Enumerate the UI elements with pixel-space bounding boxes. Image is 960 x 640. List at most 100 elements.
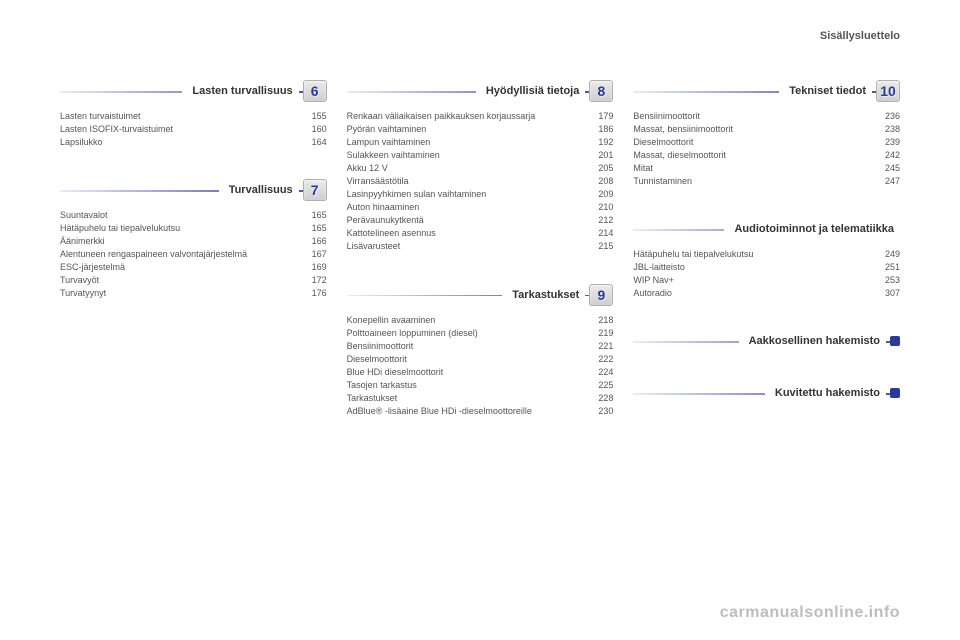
toc-item-page: 209 [587, 188, 613, 201]
toc-item-label: Turvavyöt [60, 274, 301, 287]
toc-list: Bensiinimoottorit236Massat, bensiinimoot… [633, 110, 900, 188]
toc-item: Hätäpuhelu tai tiepalvelukutsu165 [60, 222, 327, 235]
toc-item-label: Akku 12 V [347, 162, 588, 175]
toc-item-page: 201 [587, 149, 613, 162]
toc-item: Akku 12 V205 [347, 162, 614, 175]
section-number-badge: 8 [589, 80, 613, 102]
toc-section: Audiotoiminnot ja telematiikka Hätäpuhelu… [633, 218, 900, 300]
section-title: Kuvitettu hakemisto [765, 387, 886, 399]
toc-item: Hätäpuhelu tai tiepalvelukutsu249 [633, 248, 900, 261]
section-number-badge: 6 [303, 80, 327, 102]
toc-item-label: Hätäpuhelu tai tiepalvelukutsu [633, 248, 874, 261]
toc-item: Sulakkeen vaihtaminen201 [347, 149, 614, 162]
toc-section: Tekniset tiedot10 Bensiinimoottorit236Mas… [633, 80, 900, 188]
toc-section: Turvallisuus 7 Suuntavalot165Hätäpuhelu ta… [60, 179, 327, 300]
column-1: Lasten turvallisuus6 Lasten turvaistuimet… [60, 80, 327, 448]
toc-item-page: 242 [874, 149, 900, 162]
toc-item-page: 222 [587, 353, 613, 366]
toc-item: Äänimerkki166 [60, 235, 327, 248]
toc-item-label: Massat, bensiinimoottorit [633, 123, 874, 136]
section-number-badge: 10 [876, 80, 900, 102]
watermark: carmanualsonline.info [720, 604, 900, 622]
section-marker-icon [890, 388, 900, 398]
toc-item-label: Blue HDi dieselmoottorit [347, 366, 588, 379]
toc-item: Turvavyöt172 [60, 274, 327, 287]
section-header: Hyödyllisiä tietoja8 [347, 80, 614, 102]
toc-item-label: Kattotelineen asennus [347, 227, 588, 240]
toc-item-label: Tasojen tarkastus [347, 379, 588, 392]
section-title: Turvallisuus [219, 184, 299, 196]
toc-item-label: Dieselmoottorit [633, 136, 874, 149]
toc-item-page: 307 [874, 287, 900, 300]
toc-item-page: 219 [587, 327, 613, 340]
toc-item: Lisävarusteet215 [347, 240, 614, 253]
toc-item-page: 166 [301, 235, 327, 248]
toc-list: Hätäpuhelu tai tiepalvelukutsu249JBL-lai… [633, 248, 900, 300]
section-header: Tekniset tiedot10 [633, 80, 900, 102]
toc-item: Bensiinimoottorit236 [633, 110, 900, 123]
section-header-plain: Aakkosellinen hakemisto [633, 330, 900, 352]
toc-item-page: 165 [301, 222, 327, 235]
toc-list: Lasten turvaistuimet155Lasten ISOFIX-tur… [60, 110, 327, 149]
toc-item-page: 176 [301, 287, 327, 300]
section-number-badge: 7 [303, 179, 327, 201]
toc-item: Kattotelineen asennus214 [347, 227, 614, 240]
section-title: Hyödyllisiä tietoja [476, 85, 586, 97]
toc-item: Lasten ISOFIX-turvaistuimet160 [60, 123, 327, 136]
toc-item-page: 169 [301, 261, 327, 274]
toc-item: Lasinpyyhkimen sulan vaihtaminen209 [347, 188, 614, 201]
section-header: Turvallisuus 7 [60, 179, 327, 201]
column-2: Hyödyllisiä tietoja8 Renkaan väliaikaisen… [347, 80, 614, 448]
toc-item: Tarkastukset228 [347, 392, 614, 405]
toc-section: Aakkosellinen hakemisto [633, 330, 900, 352]
toc-item-page: 225 [587, 379, 613, 392]
content-columns: Lasten turvallisuus6 Lasten turvaistuimet… [60, 80, 900, 448]
toc-item-page: 218 [587, 314, 613, 327]
toc-item-page: 249 [874, 248, 900, 261]
toc-item: Tasojen tarkastus225 [347, 379, 614, 392]
toc-item-page: 236 [874, 110, 900, 123]
toc-item: Virransäästötila208 [347, 175, 614, 188]
toc-item: Auton hinaaminen210 [347, 201, 614, 214]
section-number-badge: 9 [589, 284, 613, 306]
toc-item: Alentuneen rengaspaineen valvontajärjest… [60, 248, 327, 261]
toc-item: ESC-järjestelmä169 [60, 261, 327, 274]
toc-item-page: 167 [301, 248, 327, 261]
toc-item-label: Sulakkeen vaihtaminen [347, 149, 588, 162]
toc-item-page: 208 [587, 175, 613, 188]
toc-item-page: 238 [874, 123, 900, 136]
toc-item-page: 228 [587, 392, 613, 405]
toc-item-label: Pyörän vaihtaminen [347, 123, 588, 136]
toc-item-label: Alentuneen rengaspaineen valvontajärjest… [60, 248, 301, 261]
toc-item: Lapsilukko164 [60, 136, 327, 149]
toc-item: Tunnistaminen247 [633, 175, 900, 188]
section-header-plain: Kuvitettu hakemisto [633, 382, 900, 404]
section-header: Lasten turvallisuus6 [60, 80, 327, 102]
toc-item-page: 253 [874, 274, 900, 287]
toc-item-page: 179 [587, 110, 613, 123]
toc-item: WIP Nav+253 [633, 274, 900, 287]
toc-item-page: 245 [874, 162, 900, 175]
toc-item: Dieselmoottorit222 [347, 353, 614, 366]
toc-item-label: Bensiinimoottorit [633, 110, 874, 123]
toc-item-label: Autoradio [633, 287, 874, 300]
column-3: Tekniset tiedot10 Bensiinimoottorit236Mas… [633, 80, 900, 448]
toc-section: Hyödyllisiä tietoja8 Renkaan väliaikaisen… [347, 80, 614, 254]
section-title: Audiotoiminnot ja telematiikka [724, 223, 900, 235]
toc-item-label: Virransäästötila [347, 175, 588, 188]
toc-item: AdBlue® -lisäaine Blue HDi -dieselmootto… [347, 405, 614, 418]
toc-list: Renkaan väliaikaisen paikkauksen korjaus… [347, 110, 614, 254]
toc-item: Massat, bensiinimoottorit238 [633, 123, 900, 136]
toc-item-label: Konepellin avaaminen [347, 314, 588, 327]
toc-item-label: Lasinpyyhkimen sulan vaihtaminen [347, 188, 588, 201]
section-title: Aakkosellinen hakemisto [739, 335, 886, 347]
toc-list: Suuntavalot165Hätäpuhelu tai tiepalveluk… [60, 209, 327, 300]
toc-item-page: 164 [301, 136, 327, 149]
toc-item-page: 186 [587, 123, 613, 136]
section-marker-icon [890, 336, 900, 346]
section-header: Audiotoiminnot ja telematiikka [633, 218, 900, 240]
toc-item-label: JBL-laitteisto [633, 261, 874, 274]
toc-item-page: 212 [587, 214, 613, 227]
toc-item-page: 205 [587, 162, 613, 175]
toc-item-label: Tarkastukset [347, 392, 588, 405]
